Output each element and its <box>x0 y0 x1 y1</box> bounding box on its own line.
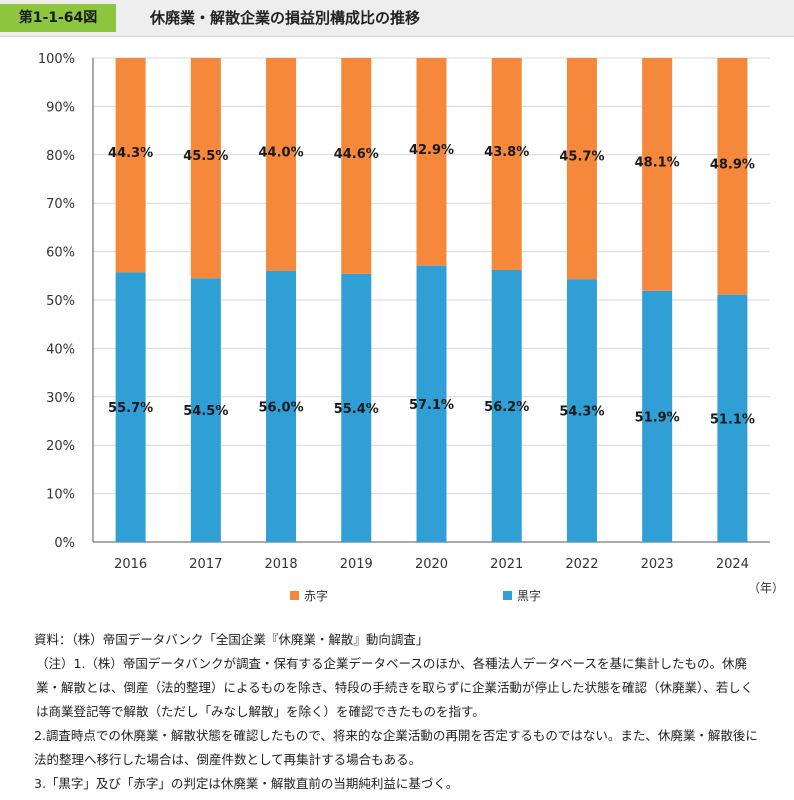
legend-swatch <box>503 591 512 600</box>
x-tick-label: 2022 <box>565 557 598 572</box>
figure-notes: 資料：（株）帝国データバンク「全国企業『休廃業・解散』動向調査」 （注）1.（株… <box>34 628 764 796</box>
note-2: 2.調査時点での休廃業・解散状態を確認したもので、将来的な企業活動の再開を否定す… <box>34 728 758 767</box>
data-label-akaji: 43.8% <box>484 145 529 160</box>
y-tick-label: 100% <box>38 52 75 67</box>
data-label-akaji: 45.7% <box>559 150 604 165</box>
bar-segment-kuroji <box>566 279 597 542</box>
y-tick-label: 90% <box>46 100 75 115</box>
x-tick-label: 2018 <box>265 557 298 572</box>
x-tick-label: 2019 <box>340 557 373 572</box>
y-tick-label: 40% <box>46 342 75 357</box>
data-label-kuroji: 55.7% <box>108 401 153 416</box>
y-tick-label: 20% <box>46 439 75 454</box>
legend-swatch <box>290 591 299 600</box>
bar-segment-akaji <box>717 58 748 295</box>
data-label-kuroji: 54.5% <box>183 404 228 419</box>
data-label-akaji: 44.0% <box>259 145 304 160</box>
data-label-akaji: 42.9% <box>409 143 454 158</box>
y-tick-label: 50% <box>46 294 75 309</box>
data-label-akaji: 44.3% <box>108 146 153 161</box>
x-axis-unit: （年） <box>748 581 784 595</box>
bar-segment-kuroji <box>717 294 748 542</box>
bar-segment-akaji <box>416 58 447 266</box>
bar-segment-kuroji <box>266 270 297 542</box>
data-label-kuroji: 55.4% <box>334 402 379 417</box>
data-label-akaji: 48.9% <box>710 157 755 172</box>
figure-number: 第1-1-64図 <box>0 4 116 32</box>
x-tick-label: 2021 <box>490 557 523 572</box>
bar-segment-akaji <box>491 58 522 270</box>
y-tick-label: 60% <box>46 246 75 261</box>
x-tick-label: 2017 <box>189 557 222 572</box>
y-tick-label: 0% <box>54 536 75 551</box>
y-tick-label: 10% <box>46 488 75 503</box>
bar-segment-akaji <box>266 58 297 271</box>
source-note: 資料：（株）帝国データバンク「全国企業『休廃業・解散』動向調査」 <box>34 632 429 647</box>
y-tick-label: 80% <box>46 149 75 164</box>
bar-segment-akaji <box>190 58 221 279</box>
y-tick-label: 30% <box>46 391 75 406</box>
y-tick-label: 70% <box>46 197 75 212</box>
bar-segment-akaji <box>341 58 372 274</box>
x-tick-label: 2016 <box>114 557 147 572</box>
bar-segment-kuroji <box>115 272 146 542</box>
legend-label: 赤字 <box>304 588 328 603</box>
legend-label: 黒字 <box>517 588 541 603</box>
data-label-kuroji: 51.1% <box>710 412 755 427</box>
x-tick-label: 2020 <box>415 557 448 572</box>
figure-header: 第1-1-64図 休廃業・解散企業の損益別構成比の推移 <box>0 0 794 37</box>
data-label-kuroji: 57.1% <box>409 398 454 413</box>
bar-segment-kuroji <box>190 278 221 542</box>
x-tick-label: 2024 <box>716 557 749 572</box>
note-1: （注）1.（株）帝国データバンクが調査・保有する企業データベースのほか、各種法人… <box>36 656 754 719</box>
data-label-kuroji: 56.2% <box>484 400 529 415</box>
bar-segment-kuroji <box>491 269 522 542</box>
figure-title: 休廃業・解散企業の損益別構成比の推移 <box>150 9 421 27</box>
data-label-akaji: 48.1% <box>635 155 680 170</box>
data-label-kuroji: 54.3% <box>559 405 604 420</box>
data-label-kuroji: 51.9% <box>635 410 680 425</box>
data-label-akaji: 44.6% <box>334 147 379 162</box>
stacked-bar-chart: 0% 10% 20% 30% 40% 50% 60% 70% 80% 90% 100% 55.7% 44… <box>38 52 784 603</box>
data-label-kuroji: 56.0% <box>259 400 304 415</box>
bar-segment-akaji <box>566 58 597 280</box>
data-label-akaji: 45.5% <box>183 149 228 164</box>
bar-segment-kuroji <box>416 265 447 542</box>
x-tick-label: 2023 <box>641 557 674 572</box>
note-3: 3.「黒字」及び「赤字」の判定は休廃業・解散直前の当期純利益に基づく。 <box>34 776 459 791</box>
bar-segment-akaji <box>115 58 146 273</box>
bar-segment-akaji <box>642 58 673 291</box>
bar-segment-kuroji <box>341 273 372 542</box>
bar-segment-kuroji <box>642 290 673 542</box>
